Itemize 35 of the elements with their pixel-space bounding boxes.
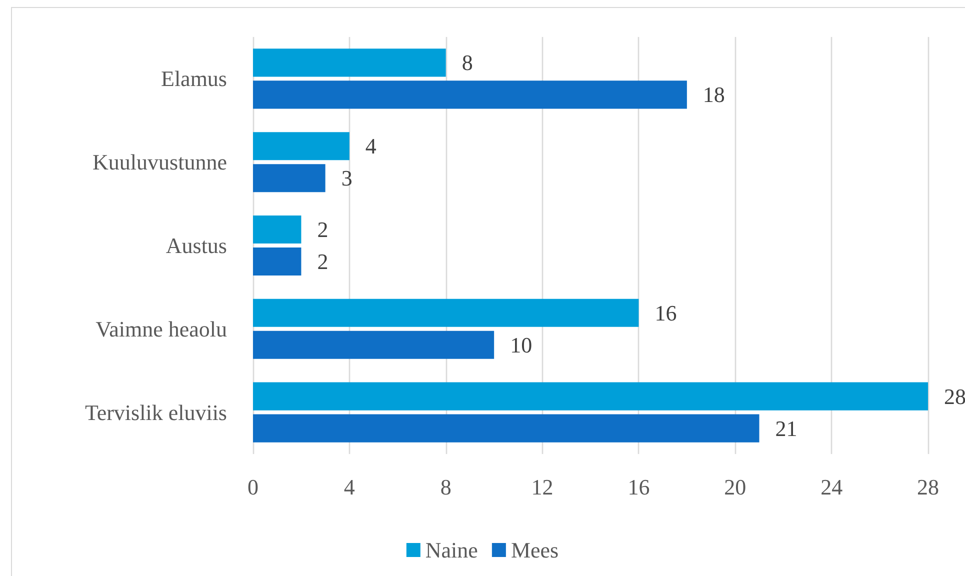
x-tick-label: 12: [531, 474, 554, 500]
x-tick-label: 4: [344, 474, 355, 500]
data-label: 18: [702, 82, 725, 108]
x-tick-label: 20: [724, 474, 746, 500]
x-tick-label: 24: [820, 474, 843, 500]
y-tick-label: Kuuluvustunne: [92, 150, 227, 175]
bar: [253, 48, 446, 77]
bar: [253, 330, 494, 359]
bar: [253, 164, 326, 192]
bar: [253, 247, 302, 276]
x-tick-label: 28: [917, 474, 939, 500]
y-tick-label: Tervislik eluviis: [84, 400, 227, 425]
y-tick-label: Austus: [166, 233, 227, 258]
data-label: 16: [654, 300, 677, 326]
x-tick-label: 0: [248, 474, 258, 500]
y-tick-label: Elamus: [161, 66, 227, 92]
data-label: 21: [775, 416, 798, 441]
bar: [253, 382, 928, 410]
data-label: 28: [944, 384, 965, 409]
x-tick-label: 16: [628, 474, 650, 500]
legend-label: Mees: [510, 538, 559, 562]
data-label: 2: [317, 248, 328, 274]
legend-label: Naine: [425, 538, 478, 562]
data-label: 8: [462, 50, 473, 76]
data-label: 4: [365, 134, 376, 159]
y-tick-label: Vaimne heaolu: [96, 316, 227, 342]
bar: [253, 132, 350, 160]
data-label: 3: [341, 166, 352, 191]
x-tick-label: 8: [440, 474, 452, 500]
bar: [253, 298, 639, 327]
bar: [253, 215, 302, 244]
data-label: 10: [510, 332, 532, 358]
bar: [253, 80, 687, 109]
data-label: 2: [317, 217, 328, 242]
bar: [253, 414, 760, 442]
